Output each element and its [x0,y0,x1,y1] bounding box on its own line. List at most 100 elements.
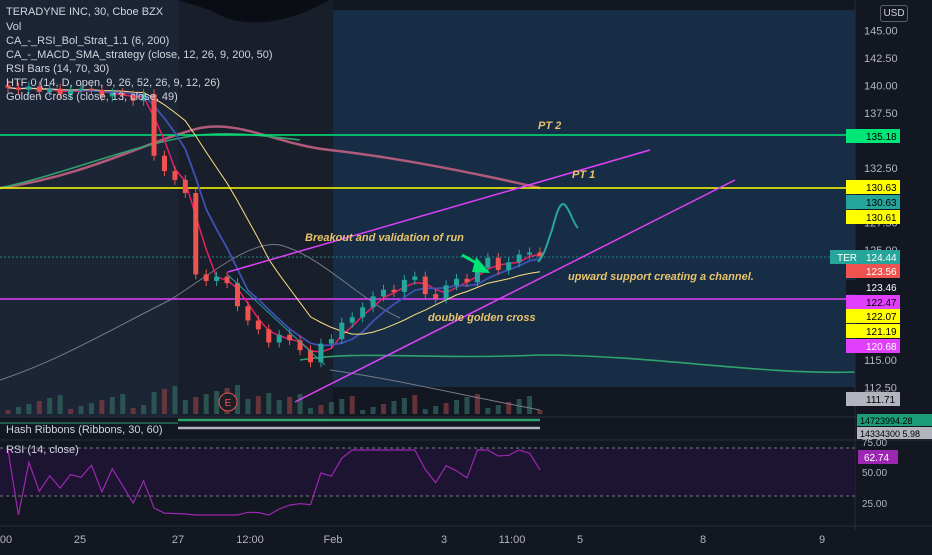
volume-bar [234,385,240,414]
currency-button[interactable]: USD [880,5,908,22]
candle-body[interactable] [318,343,324,363]
time-axis[interactable]: 00 25 27 12:00 Feb 3 11:00 5 8 9 [0,534,825,546]
price-tick: 140.00 [864,80,898,92]
candle-body[interactable] [5,85,11,88]
price-label: 135.18 [866,132,897,143]
candle-body[interactable] [516,254,522,263]
indicator-macd[interactable]: CA_-_MACD_SMA_strategy (close, 12, 26, 9… [6,49,273,61]
price-label-bg [846,295,900,309]
candle-body[interactable] [287,334,293,341]
candle-body[interactable] [474,267,480,283]
candle-body[interactable] [349,317,355,323]
symbol-line[interactable]: TERADYNE INC, 30, Cboe BZX [6,6,164,18]
candle-body[interactable] [339,322,345,340]
indicator-golden-cross[interactable]: Golden Cross (close, 13, close, 49) [6,91,178,103]
candle-body[interactable] [391,289,397,292]
candle-body[interactable] [182,179,188,194]
earnings-marker-icon[interactable] [218,392,238,412]
candle-body[interactable] [443,285,449,299]
candle-body[interactable] [360,307,366,318]
indicator-htf[interactable]: HTF 0 (14, D, open, 9, 26, 52, 26, 9, 12… [6,77,221,89]
candle-body[interactable] [224,276,230,284]
candle-body[interactable] [276,334,282,343]
candle-body[interactable] [495,257,501,270]
volume-bar [401,398,407,414]
price-label-bg [846,339,900,353]
volume-bar [78,406,84,414]
ma-200-curve [0,125,541,190]
price-label-bg [846,195,900,209]
candle-body[interactable] [141,94,147,101]
candle-body[interactable] [245,306,251,321]
candle-body[interactable] [422,276,428,295]
volume-bar [339,399,345,414]
candles[interactable] [5,80,543,368]
candle-body[interactable] [172,171,178,180]
earnings-label: E [225,398,232,409]
candle-body[interactable] [15,87,21,90]
candle-body[interactable] [109,93,115,97]
candle-body[interactable] [506,262,512,270]
candle-body[interactable] [47,88,53,92]
channel-lower[interactable] [294,179,736,403]
volume-bar [308,408,314,414]
candle-body[interactable] [328,339,334,344]
candle-body[interactable] [454,278,460,286]
candle-body[interactable] [381,289,387,297]
indicator-vol[interactable]: Vol [6,21,22,33]
ticker-tag [830,250,864,264]
candle-body[interactable] [161,155,167,172]
candle-body[interactable] [36,86,42,92]
candle-body[interactable] [527,252,533,255]
time-tick: 9 [819,534,825,546]
candle-body[interactable] [214,276,220,281]
time-tick: 27 [172,534,184,546]
candle-body[interactable] [26,86,32,90]
volume-bar [276,400,282,414]
price-label: 111.71 [866,395,896,406]
candle-body[interactable] [120,93,126,96]
volume-bar [381,404,387,414]
volume-bar [506,402,512,414]
rsi-title: RSI (14, close) [6,444,79,456]
time-tick: 25 [74,534,86,546]
candle-body[interactable] [308,350,314,363]
candle-body[interactable] [433,294,439,299]
price-label: 120.68 [866,342,897,353]
candle-body[interactable] [412,276,418,280]
candle-body[interactable] [485,257,491,268]
volume-bar [130,408,136,414]
time-tick: 3 [441,534,447,546]
pt1-annotation: PT 1 [572,169,595,181]
support-annotation: upward support creating a channel. [568,271,754,283]
candle-body[interactable] [193,193,199,275]
candle-body[interactable] [130,95,136,101]
candle-body[interactable] [78,88,84,91]
candle-body[interactable] [370,296,376,308]
candle-body[interactable] [99,89,105,97]
volume-bar [47,398,53,414]
candle-body[interactable] [203,274,209,281]
channel-upper[interactable] [227,149,651,273]
price-tick: 115.00 [864,355,897,367]
candle-body[interactable] [401,279,407,292]
candle-body[interactable] [88,88,94,91]
volume-bar [255,396,261,414]
candle-body[interactable] [537,252,543,257]
indicator-rsi-bol[interactable]: CA_-_RSI_Bol_Strat_1.1 (6, 200) [6,35,170,47]
candle-body[interactable] [68,90,74,95]
ribbon-label-2-bg [857,427,932,439]
candle-body[interactable] [266,329,272,343]
candle-body[interactable] [57,88,63,95]
candle-body[interactable] [464,278,470,283]
candle-body[interactable] [297,340,303,351]
candle-body[interactable] [234,283,240,307]
indicator-rsi-bars[interactable]: RSI Bars (14, 70, 30) [6,63,110,75]
candle-body[interactable] [151,94,157,156]
price-label: 124.44 [866,253,897,264]
candle-body[interactable] [255,320,261,330]
price-label: 130.61 [866,213,897,224]
price-label-bg [846,324,900,338]
